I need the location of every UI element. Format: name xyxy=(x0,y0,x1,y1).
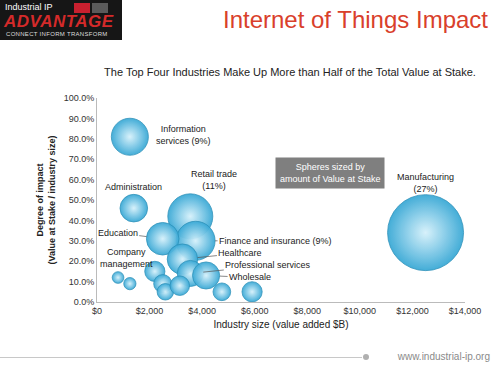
svg-text:Wholesale: Wholesale xyxy=(229,272,271,282)
html-text:Internet of Things Impact: Internet of Things Impact xyxy=(223,6,488,33)
svg-text:$8,000: $8,000 xyxy=(294,306,322,316)
svg-text:$0: $0 xyxy=(92,306,102,316)
svg-text:70.0%: 70.0% xyxy=(69,154,95,164)
html-text:www.industrial-ip.org: www.industrial-ip.org xyxy=(397,351,490,362)
svg-text:Retail trade(11%): Retail trade(11%) xyxy=(191,169,237,191)
svg-text:The Top Four Industries Make U: The Top Four Industries Make Up More tha… xyxy=(104,66,476,78)
svg-text:$10,000: $10,000 xyxy=(344,306,377,316)
svg-text:80.0%: 80.0% xyxy=(69,134,95,144)
svg-text:Healthcare: Healthcare xyxy=(218,248,262,258)
svg-text:30.0%: 30.0% xyxy=(69,236,95,246)
html-text:ADVANTAGE: ADVANTAGE xyxy=(4,12,114,31)
svg-text:Finance and insurance (9%): Finance and insurance (9%) xyxy=(219,236,332,246)
svg-text:Administration: Administration xyxy=(105,182,162,192)
svg-text:50.0%: 50.0% xyxy=(69,195,95,205)
svg-text:Industry size (value added $B): Industry size (value added $B) xyxy=(213,319,348,330)
svg-text:Professional services: Professional services xyxy=(225,260,311,270)
svg-text:$4,000: $4,000 xyxy=(188,306,216,316)
svg-text:$6,000: $6,000 xyxy=(241,306,269,316)
html-text:CONNECT INFORM TRANSFORM: CONNECT INFORM TRANSFORM xyxy=(6,31,108,37)
svg-text:40.0%: 40.0% xyxy=(69,216,95,226)
svg-text:$12,000: $12,000 xyxy=(396,306,429,316)
svg-text:10.0%: 10.0% xyxy=(69,277,95,287)
svg-text:0.0%: 0.0% xyxy=(74,297,95,307)
svg-text:Informationservices (9%): Informationservices (9%) xyxy=(156,124,211,146)
svg-text:Companymanagement: Companymanagement xyxy=(100,247,153,269)
svg-text:Education: Education xyxy=(98,228,138,238)
svg-text:$14,000: $14,000 xyxy=(449,306,482,316)
html-text:Industrial IP: Industrial IP xyxy=(5,2,53,12)
svg-text:Degree of impact(Value at Stak: Degree of impact(Value at Stake / indust… xyxy=(35,135,57,264)
svg-text:Manufacturing(27%): Manufacturing(27%) xyxy=(397,172,454,194)
svg-text:$2,000: $2,000 xyxy=(136,306,164,316)
svg-text:Spheres sized byamount of Valu: Spheres sized byamount of Value at Stake xyxy=(280,162,380,184)
svg-text:20.0%: 20.0% xyxy=(69,256,95,266)
svg-text:100.0%: 100.0% xyxy=(64,93,95,103)
svg-text:60.0%: 60.0% xyxy=(69,175,95,185)
svg-text:90.0%: 90.0% xyxy=(69,114,95,124)
